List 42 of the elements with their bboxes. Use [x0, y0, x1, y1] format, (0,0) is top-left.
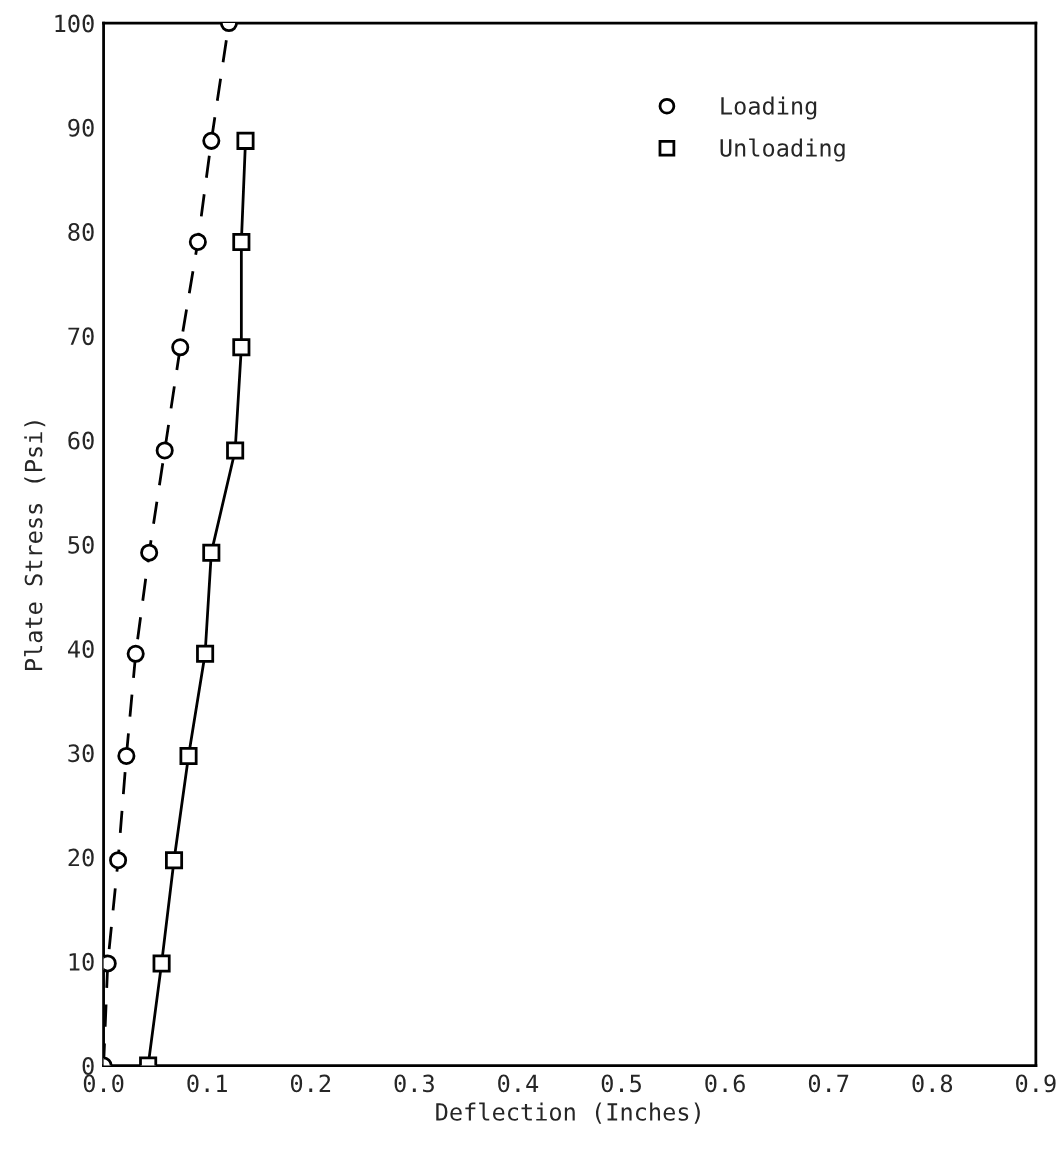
x-tick-label: 0.8 [912, 1074, 953, 1093]
x-tick-label: 0.4 [498, 1074, 539, 1093]
legend-label: Unloading [720, 138, 845, 162]
point [155, 441, 174, 460]
x-tick-label: 0.9 [1016, 1074, 1056, 1093]
y-tick-label: 60 [68, 431, 94, 450]
point [179, 746, 198, 765]
x-tick-label: 0.1 [187, 1074, 227, 1093]
y-tick-label: 20 [68, 848, 94, 867]
point [236, 131, 255, 150]
x-tick-label: 0.2 [290, 1074, 331, 1093]
point [165, 851, 184, 870]
x-tick-label: 0.5 [601, 1074, 641, 1093]
y-tick-label: 10 [69, 952, 94, 971]
point [202, 131, 221, 150]
point [226, 441, 245, 460]
point [140, 543, 159, 562]
x-tick-label: 0.6 [705, 1074, 745, 1093]
y-tick-label: 40 [68, 640, 94, 658]
x-tick-label: 0.0 [83, 1074, 124, 1093]
x-tick-label: 0.7 [808, 1074, 849, 1093]
y-tick-label: 50 [68, 535, 94, 554]
point [196, 644, 215, 663]
y-tick-label: 30 [68, 744, 94, 763]
x-axis-title: Deflection (Inches) [436, 1102, 700, 1124]
point [188, 232, 207, 252]
point [117, 746, 136, 765]
y-tick-label: 100 [55, 14, 94, 33]
x-tick-label: 0.3 [394, 1074, 434, 1093]
point [109, 851, 128, 870]
point [152, 954, 171, 973]
point [232, 338, 251, 357]
point [126, 644, 145, 663]
y-axis-title: Plate Stress (Psi) [24, 421, 46, 670]
y-tick-label: 70 [68, 327, 94, 346]
y-tick-label: 80 [68, 223, 94, 241]
point [202, 543, 221, 562]
point [232, 232, 251, 252]
legend-label: Loading [721, 96, 817, 120]
y-tick-label: 90 [68, 118, 94, 137]
point [171, 338, 190, 357]
y-tick-label: 0 [82, 1057, 94, 1075]
